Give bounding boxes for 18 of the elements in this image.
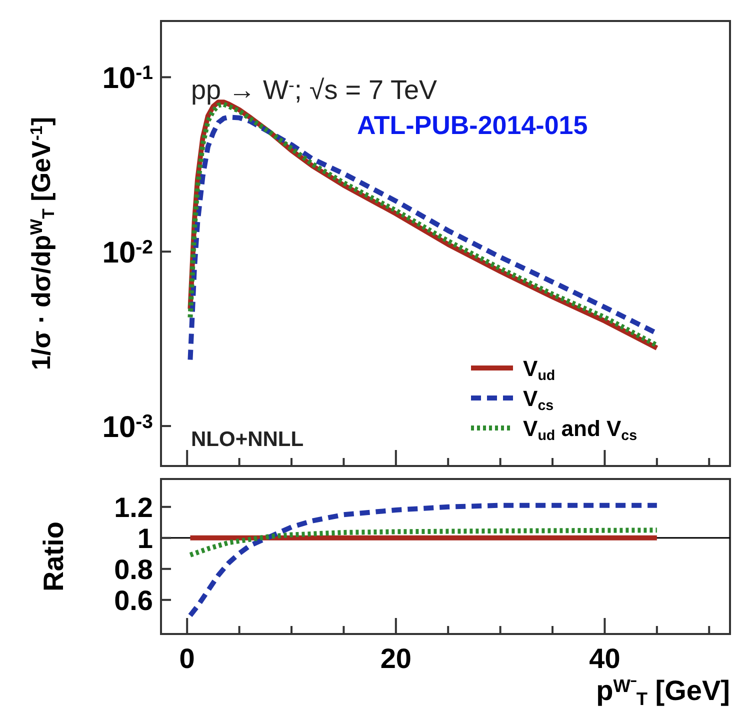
x-axis-title: p$^{W⁻}$$_{T}$ [GeV] [596, 675, 730, 708]
annotation: ATL-PUB-2014-015 [357, 110, 588, 140]
y-tick-label: 10$^{-1}$ [102, 62, 154, 95]
legend-label: V$_{ud}$ and V$_{cs}$ [523, 416, 638, 444]
y-tick-label: 10$^{-3}$ [102, 410, 154, 444]
annotation: NLO+NNLL [191, 428, 304, 451]
y-tick-label: 0.8 [114, 554, 153, 585]
x-tick-label: 20 [380, 643, 412, 674]
y-tick-label: 10$^{-2}$ [102, 236, 154, 270]
y-axis-title: Ratio [38, 522, 69, 592]
legend-label: V$_{cs}$ [523, 386, 554, 414]
y-tick-label: 1.2 [114, 492, 153, 523]
x-tick-label: 40 [589, 643, 620, 674]
annotation: pp → W$^{-}$; √s = 7 TeV [191, 74, 438, 105]
legend-label: V$_{ud}$ [523, 356, 556, 384]
y-tick-label: 1 [137, 522, 153, 554]
x-tick-label: 0 [179, 643, 195, 674]
y-tick-label: 0.6 [114, 584, 153, 616]
